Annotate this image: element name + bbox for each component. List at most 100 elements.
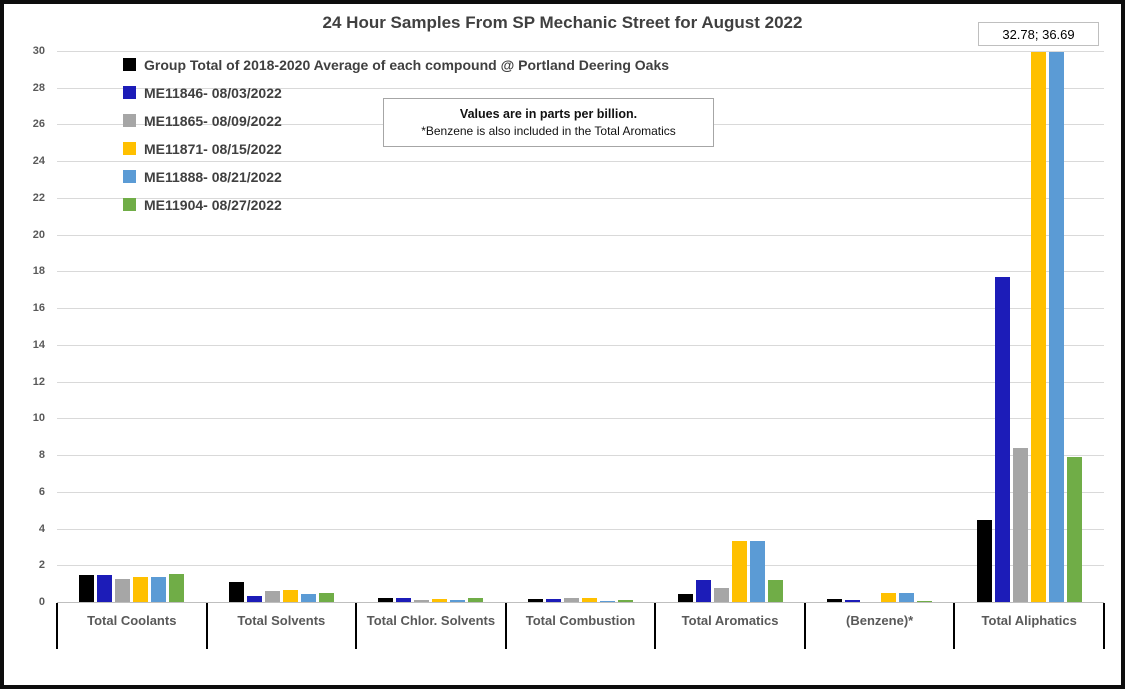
legend-item: Group Total of 2018-2020 Average of each… — [123, 56, 669, 73]
x-axis-category-label: Total Solvents — [237, 613, 326, 628]
bar — [545, 599, 561, 603]
y-gridline — [57, 197, 1104, 199]
legend-label: ME11888- 08/21/2022 — [144, 168, 282, 185]
y-axis-tick-label: 20 — [32, 228, 45, 241]
legend-swatch-icon — [123, 142, 136, 155]
y-gridline — [57, 308, 1104, 310]
x-axis-category-label: (Benzene)* — [846, 613, 914, 628]
x-axis-category-label: Total Aromatics — [681, 613, 779, 628]
category-separator-tick — [355, 603, 358, 649]
bar — [731, 541, 747, 603]
bar — [133, 577, 149, 603]
legend-swatch-icon — [123, 86, 136, 99]
y-axis-tick-label: 8 — [38, 449, 45, 462]
legend-item: ME11904- 08/27/2022 — [123, 196, 669, 213]
plot-area: Group Total of 2018-2020 Average of each… — [57, 51, 1104, 603]
bar — [767, 580, 783, 603]
note-benzene-text: *Benzene is also included in the Total A… — [421, 124, 676, 138]
legend-label: Group Total of 2018-2020 Average of each… — [144, 56, 670, 73]
x-axis-category-label: Total Aliphatics — [981, 613, 1077, 628]
x-axis-category-label: Total Coolants — [87, 613, 177, 628]
chart-title: 24 Hour Samples From SP Mechanic Street … — [322, 13, 803, 32]
bar-group — [954, 52, 1104, 603]
y-gridline — [57, 418, 1104, 420]
bar — [713, 588, 729, 603]
bar-group — [57, 52, 207, 603]
legend-swatch-icon — [123, 170, 136, 183]
bar — [827, 599, 843, 603]
y-axis-tick-label: 18 — [32, 265, 45, 278]
y-gridline — [57, 87, 1104, 89]
x-axis-category-label: Total Combustion — [525, 613, 636, 628]
y-axis-tick-label: 0 — [38, 596, 45, 608]
y-axis-tick-label: 30 — [32, 45, 45, 57]
category-separator-tick — [803, 603, 806, 649]
bar — [450, 599, 466, 603]
category-separator-tick — [205, 603, 208, 649]
bar — [1048, 52, 1064, 603]
bar-group — [356, 52, 506, 603]
category-separator-tick — [654, 603, 657, 649]
y-gridline — [57, 234, 1104, 236]
x-axis-category-label: Total Chlor. Solvents — [366, 613, 496, 628]
bar — [994, 277, 1010, 603]
y-gridline — [57, 381, 1104, 383]
legend-item: ME11888- 08/21/2022 — [123, 168, 669, 185]
y-gridline — [57, 344, 1104, 346]
bar — [264, 591, 280, 603]
legend-swatch-icon — [123, 114, 136, 127]
y-axis-tick-label: 24 — [32, 155, 45, 168]
bar — [581, 597, 597, 603]
bar — [300, 593, 316, 603]
y-axis-tick-label: 10 — [32, 412, 45, 425]
y-gridline — [57, 455, 1104, 457]
bar-group — [655, 52, 805, 603]
bar — [845, 600, 861, 603]
y-gridline — [57, 528, 1104, 530]
legend-label: ME11865- 08/09/2022 — [144, 112, 282, 129]
y-axis-tick-label: 28 — [32, 81, 45, 94]
note-box: Values are in parts per billion. *Benzen… — [383, 98, 714, 147]
legend-item: ME11846- 08/03/2022 — [123, 84, 669, 101]
legend-item: ME11871- 08/15/2022 — [123, 140, 669, 157]
legend-item: ME11865- 08/09/2022 — [123, 112, 669, 129]
bar — [677, 593, 693, 603]
bar — [282, 590, 298, 603]
legend-swatch-icon — [123, 198, 136, 211]
bar — [115, 579, 131, 603]
bar — [917, 600, 933, 603]
category-separator-tick — [56, 603, 58, 649]
y-gridline — [57, 491, 1104, 493]
legend-label: ME11846- 08/03/2022 — [144, 84, 282, 101]
y-axis-tick-label: 22 — [32, 191, 45, 204]
y-axis-tick-label: 4 — [38, 522, 45, 535]
bar — [151, 577, 167, 603]
y-gridline — [57, 565, 1104, 567]
bar — [97, 575, 113, 603]
bar — [695, 580, 711, 603]
bar — [432, 598, 448, 603]
bar-group — [805, 52, 955, 603]
bar — [749, 541, 765, 603]
y-gridline — [57, 51, 1104, 52]
bar — [468, 597, 484, 603]
legend-label: ME11904- 08/27/2022 — [144, 196, 282, 213]
bar — [1012, 447, 1028, 603]
y-gridline — [57, 271, 1104, 273]
bar — [318, 592, 334, 603]
bar — [414, 599, 430, 603]
bar — [527, 598, 543, 603]
y-axis-tick-label: 26 — [32, 118, 45, 131]
y-axis-tick-label: 16 — [32, 302, 45, 315]
bar — [976, 520, 992, 603]
bar — [246, 595, 262, 603]
legend-label: ME11871- 08/15/2022 — [144, 140, 282, 157]
y-axis-tick-label: 6 — [38, 485, 45, 498]
bar — [228, 581, 244, 603]
bar-group — [207, 52, 357, 603]
clipped-values-label: 32.78; 36.69 — [978, 22, 1099, 46]
category-separator-tick — [1103, 603, 1105, 649]
legend: Group Total of 2018-2020 Average of each… — [123, 56, 669, 213]
bar — [169, 573, 185, 603]
y-axis-tick-label: 2 — [38, 559, 45, 572]
